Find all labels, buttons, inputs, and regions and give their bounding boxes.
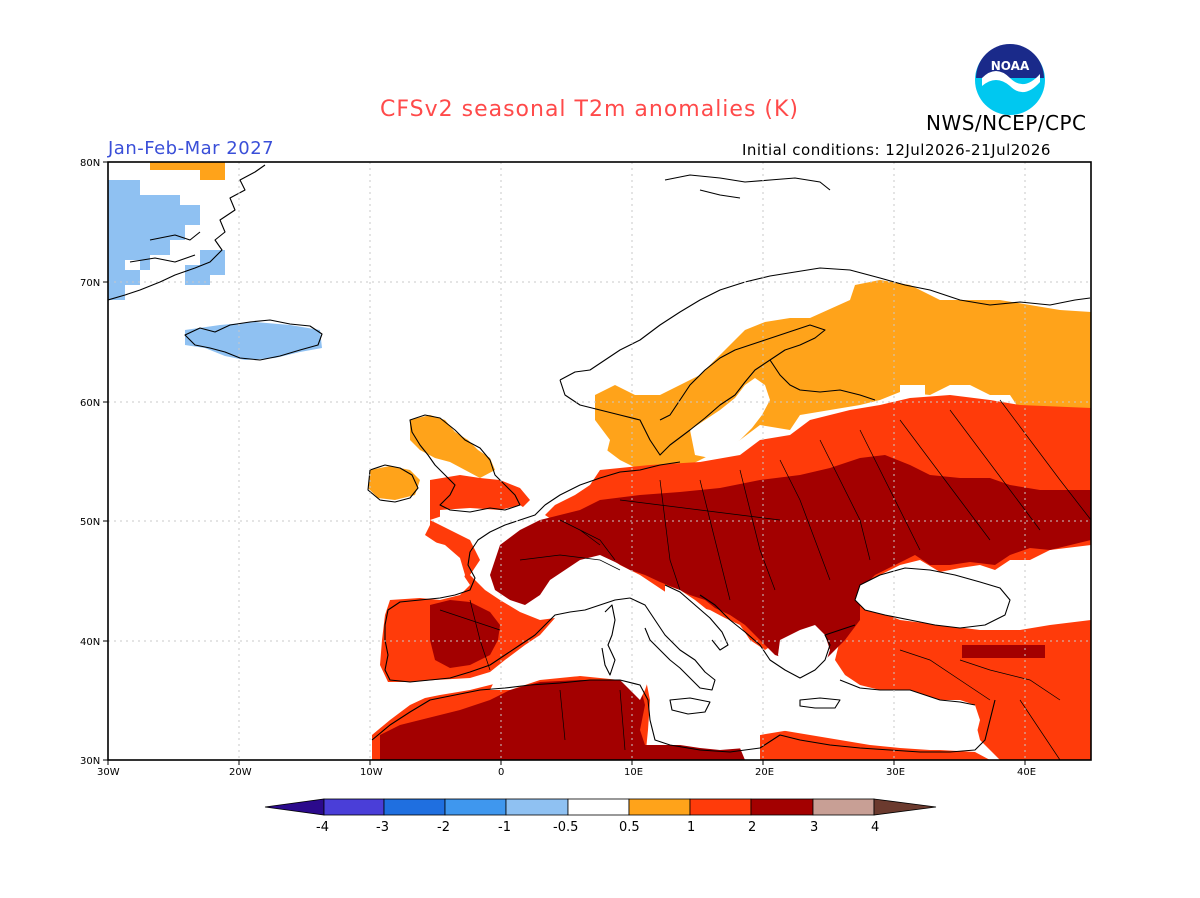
lat-label: 50N — [80, 517, 100, 528]
crete-coast — [799, 697, 841, 709]
warm-strong-layer — [380, 455, 1091, 760]
bay-of-biscay — [385, 538, 465, 598]
lon-label: 0 — [498, 767, 504, 778]
colorbar-swatch — [812, 798, 875, 816]
baltic-sea — [690, 378, 770, 458]
noaa-logo: NOAA — [975, 44, 1045, 115]
greenland-coast — [108, 164, 266, 301]
graticule — [108, 162, 1091, 760]
lat-label: 30N — [80, 756, 100, 767]
initial-conditions-range: 12Jul2026-21Jul2026 — [885, 141, 1051, 159]
map-title: CFSv2 seasonal T2m anomalies (K) — [380, 97, 799, 122]
initial-conditions-label: Initial conditions: — [742, 141, 880, 159]
warm-light-scotland — [410, 415, 495, 478]
colorbar-label: -1 — [498, 820, 511, 835]
finland-coast — [769, 359, 876, 401]
continent-west-coast — [384, 461, 681, 683]
lon-label: 20W — [229, 767, 252, 778]
initial-conditions: Initial conditions: 12Jul2026-21Jul2026 — [742, 141, 1051, 159]
forecast-period: Jan-Feb-Mar 2027 — [108, 138, 275, 159]
lon-label: 40E — [1017, 767, 1036, 778]
colorbar-label: 1 — [687, 820, 695, 835]
colorbar-label: -3 — [376, 820, 389, 835]
english-channel — [440, 505, 530, 525]
colorbar-swatch — [628, 798, 691, 816]
axis-ticks — [103, 161, 1026, 765]
lat-label: 60N — [80, 398, 100, 409]
turkey-south-coast — [839, 679, 976, 706]
iceland-coast — [184, 319, 323, 361]
lon-label: 20E — [755, 767, 774, 778]
map-frame — [107, 161, 1092, 761]
north-africa-coast — [371, 679, 996, 753]
logo-text: NOAA — [991, 59, 1030, 73]
colorbar-low-arrow — [264, 798, 325, 816]
country-borders — [439, 399, 1091, 760]
adriatic-sea — [665, 585, 740, 650]
colorbar-swatch — [567, 798, 630, 816]
lon-label: 30W — [97, 767, 120, 778]
colorbar-high-arrow — [873, 798, 937, 816]
colorbar-label: 4 — [871, 820, 879, 835]
warm-strong-turkey-strip — [962, 645, 1045, 658]
colorbar-swatch — [323, 798, 385, 816]
colorbar: -4 -3 -2 -1 -0.5 0.5 1 2 3 4 — [264, 798, 937, 835]
black-sea-coast — [854, 567, 1011, 629]
svalbard-coast — [664, 174, 831, 199]
lon-label: 30E — [886, 767, 905, 778]
colorbar-swatch — [750, 798, 814, 816]
sicily-coast — [669, 697, 711, 715]
lon-label: 10E — [624, 767, 643, 778]
coastlines — [108, 164, 1091, 753]
lat-labels: 80N 70N 60N 50N 40N 30N — [80, 158, 100, 767]
north-sea — [495, 405, 610, 482]
tyrrhenian-sea — [620, 600, 700, 670]
aegean-sea — [778, 625, 830, 680]
white-sea-patch — [900, 385, 925, 395]
italy-coast — [629, 584, 729, 691]
map-area — [108, 162, 1091, 760]
colorbar-label: -0.5 — [553, 820, 578, 835]
cold-greenland-patch — [108, 180, 200, 300]
colorbar-label: 3 — [810, 820, 818, 835]
cold-greenland-east-patch — [185, 250, 225, 285]
lat-label: 80N — [80, 158, 100, 169]
warm-strong-central-europe — [490, 455, 1091, 668]
colorbar-swatch — [444, 798, 507, 816]
lon-label: 10W — [360, 767, 383, 778]
colorbar-label: -2 — [437, 820, 450, 835]
lat-label: 70N — [80, 278, 100, 289]
warm-light-ireland — [368, 466, 420, 500]
lon-labels: 30W 20W 10W 0 10E 20E 30E 40E — [97, 767, 1036, 778]
colorbar-swatch — [505, 798, 569, 816]
uk-coast — [409, 414, 521, 513]
warm-uk-france-iberia — [380, 475, 555, 682]
warm-light-greenland-top — [150, 162, 225, 180]
colorbar-label: 0.5 — [619, 820, 640, 835]
corsica-sardinia-coast — [601, 604, 616, 676]
ireland-coast — [367, 464, 419, 503]
colorbar-label: 2 — [748, 820, 756, 835]
colorbar-swatch — [383, 798, 446, 816]
scandinavia-coast — [559, 267, 1091, 456]
warm-strong-sahara — [380, 680, 745, 760]
colorbar-swatch — [689, 798, 752, 816]
colorbar-label: -4 — [316, 820, 329, 835]
balkan-coast — [699, 594, 856, 679]
lat-label: 40N — [80, 637, 100, 648]
agency-label: NWS/NCEP/CPC — [926, 111, 1087, 135]
warm-turkey — [835, 605, 1091, 760]
warm-strong-iberia-south — [430, 600, 500, 668]
